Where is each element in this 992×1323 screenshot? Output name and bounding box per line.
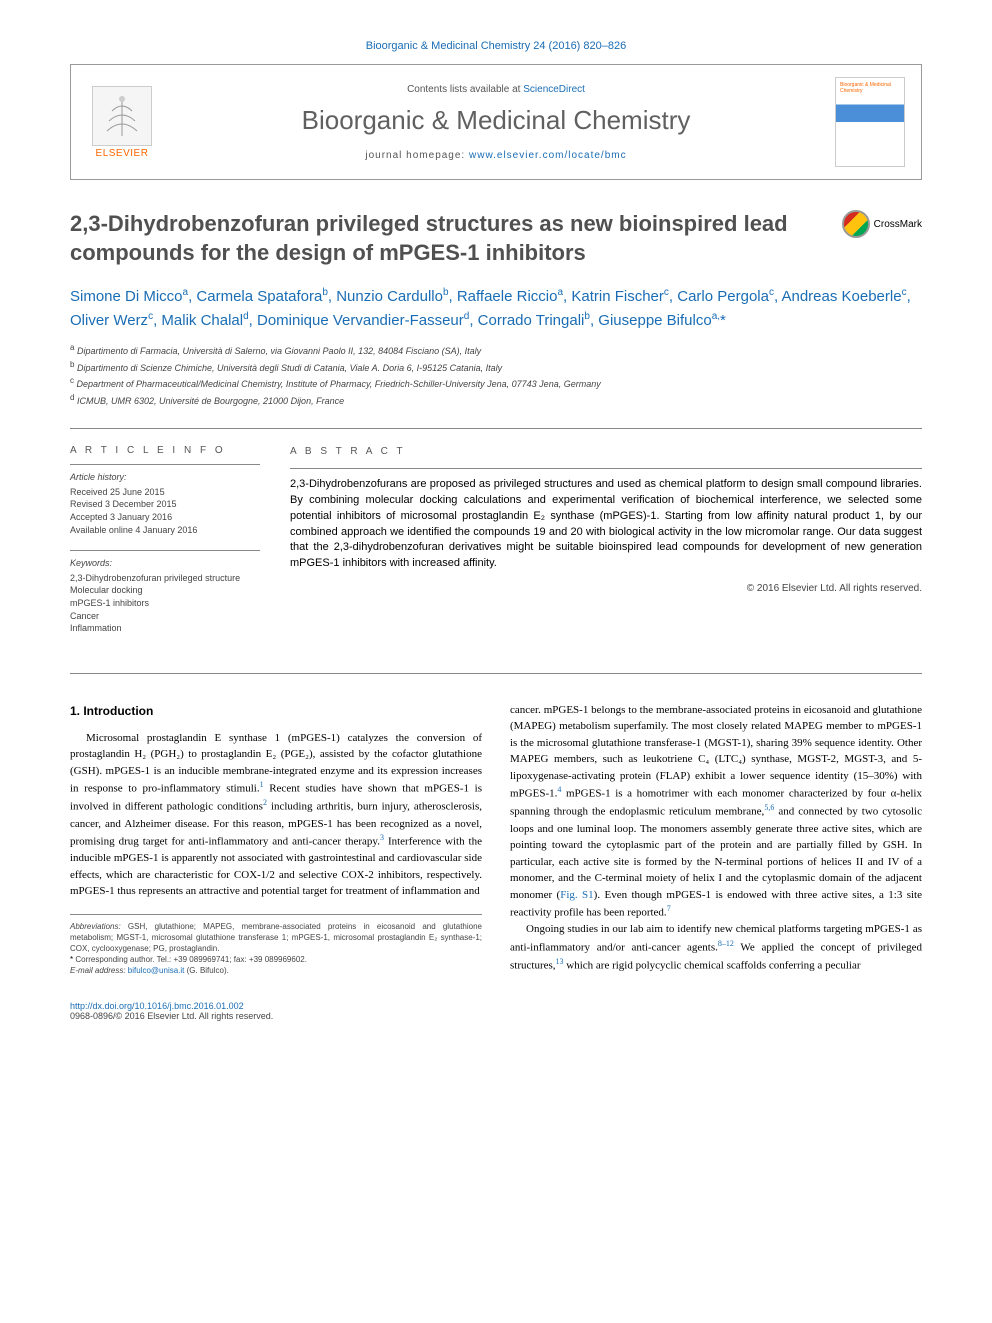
keywords-label: Keywords: [70,557,260,570]
contents-available: Contents lists available at ScienceDirec… [177,84,815,95]
citation-ref[interactable]: 7 [667,904,671,913]
crossmark-icon [842,210,870,238]
citation: Bioorganic & Medicinal Chemistry 24 (201… [70,40,922,52]
sciencedirect-link[interactable]: ScienceDirect [523,84,585,95]
abstract-copyright: © 2016 Elsevier Ltd. All rights reserved… [290,582,922,597]
page-footer: http://dx.doi.org/10.1016/j.bmc.2016.01.… [70,1001,922,1021]
elsevier-tree-icon [92,86,152,146]
footnotes: Abbreviations: GSH, glutathione; MAPEG, … [70,914,482,977]
elsevier-logo: ELSEVIER [87,82,157,162]
journal-header: ELSEVIER Contents lists available at Sci… [70,64,922,180]
abstract-text: 2,3-Dihydrobenzofurans are proposed as p… [290,468,922,573]
intro-heading: 1. Introduction [70,702,482,720]
abbrev-label: Abbreviations: [70,922,121,931]
keyword: Inflammation [70,622,260,635]
journal-name: Bioorganic & Medicinal Chemistry [177,105,815,136]
affiliation-line: d ICMUB, UMR 6302, Université de Bourgog… [70,392,922,409]
citation-ref[interactable]: 13 [556,957,564,966]
article-info-label: A R T I C L E I N F O [70,445,260,456]
article-title: 2,3-Dihydrobenzofuran privileged structu… [70,210,830,267]
corresponding-author: Corresponding author. Tel.: +39 08996974… [75,955,307,964]
revised-date: Revised 3 December 2015 [70,498,260,511]
keyword: 2,3-Dihydrobenzofuran privileged structu… [70,572,260,585]
email-label: E-mail address: [70,966,128,975]
journal-cover-thumb: Bioorganic & Medicinal Chemistry [835,77,905,167]
body-paragraph: Ongoing studies in our lab aim to identi… [510,921,922,974]
article-info-column: A R T I C L E I N F O Article history: R… [70,445,260,649]
homepage-link[interactable]: www.elsevier.com/locate/bmc [469,150,627,161]
abstract-column: A B S T R A C T 2,3-Dihydrobenzofurans a… [290,445,922,649]
received-date: Received 25 June 2015 [70,486,260,499]
abbrev-text: GSH, glutathione; MAPEG, membrane-associ… [70,922,482,953]
keyword: Cancer [70,610,260,623]
journal-homepage: journal homepage: www.elsevier.com/locat… [177,150,815,161]
keyword: mPGES-1 inhibitors [70,597,260,610]
abstract-label: A B S T R A C T [290,445,922,460]
email-suffix: (G. Bifulco). [184,966,228,975]
citation-ref[interactable]: 5,6 [764,803,774,812]
divider [70,673,922,674]
divider [70,428,922,429]
body-paragraph: Microsomal prostaglandin E synthase 1 (m… [70,730,482,900]
figure-ref[interactable]: Fig. S1 [560,889,593,901]
crossmark-badge[interactable]: CrossMark [842,210,922,238]
affiliations: a Dipartimento di Farmacia, Università d… [70,342,922,408]
body-text: 1. Introduction Microsomal prostaglandin… [70,702,922,977]
elsevier-text: ELSEVIER [96,148,149,159]
authors-list: Simone Di Miccoa, Carmela Spataforab, Nu… [70,285,922,332]
affiliation-line: c Department of Pharmaceutical/Medicinal… [70,375,922,392]
body-paragraph: cancer. mPGES-1 belongs to the membrane-… [510,702,922,921]
online-date: Available online 4 January 2016 [70,524,260,537]
affiliation-line: a Dipartimento di Farmacia, Università d… [70,342,922,359]
email-link[interactable]: bifulco@unisa.it [128,966,185,975]
crossmark-label: CrossMark [874,219,922,230]
citation-ref[interactable]: 8–12 [718,939,734,948]
doi-link[interactable]: http://dx.doi.org/10.1016/j.bmc.2016.01.… [70,1001,244,1011]
accepted-date: Accepted 3 January 2016 [70,511,260,524]
affiliation-line: b Dipartimento di Scienze Chimiche, Univ… [70,359,922,376]
issn-copyright: 0968-0896/© 2016 Elsevier Ltd. All right… [70,1011,922,1021]
history-label: Article history: [70,471,260,484]
keyword: Molecular docking [70,584,260,597]
